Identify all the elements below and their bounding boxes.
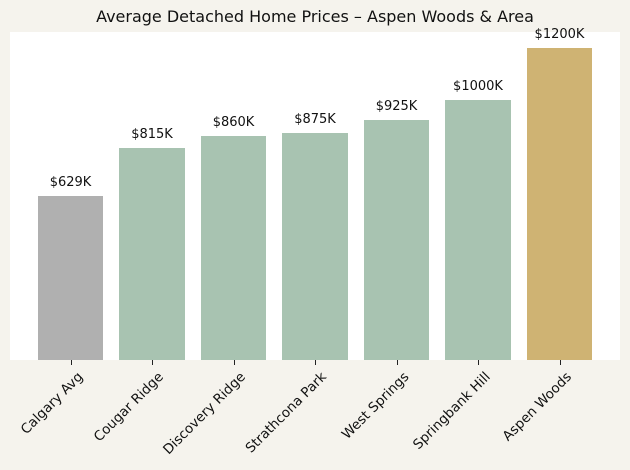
x-tick xyxy=(396,360,398,365)
bar-calgary-avg xyxy=(37,196,104,360)
x-tick xyxy=(233,360,235,365)
value-label: $925K xyxy=(375,98,418,114)
x-tick-label: Springbank Hill xyxy=(410,369,494,453)
bar-west-springs xyxy=(363,119,430,360)
bar-aspen-woods xyxy=(526,48,593,360)
x-tick-label: Cougar Ridge xyxy=(90,369,167,446)
chart-title: Average Detached Home Prices – Aspen Woo… xyxy=(96,7,534,26)
x-tick xyxy=(70,360,72,365)
bar-discovery-ridge xyxy=(200,136,267,360)
x-tick-label: Aspen Woods xyxy=(499,369,575,445)
x-tick-label: Discovery Ridge xyxy=(159,369,249,458)
x-tick-label: West Springs xyxy=(338,369,412,443)
value-label: $815K xyxy=(131,127,173,143)
value-label: $629K xyxy=(49,175,92,191)
bar-cougar-ridge xyxy=(119,148,185,360)
value-label: $860K xyxy=(212,115,255,131)
x-tick xyxy=(559,360,561,365)
plot-area xyxy=(10,32,620,360)
value-label: $1000K xyxy=(453,79,503,94)
value-label: $1200K xyxy=(534,27,585,42)
x-tick xyxy=(315,360,316,365)
x-tick xyxy=(152,360,153,365)
bar-springbank-hill xyxy=(445,100,511,360)
bar-strathcona-park xyxy=(282,132,348,360)
x-tick xyxy=(478,360,479,365)
x-tick-label: Strathcona Park xyxy=(242,369,330,457)
x-tick-label: Calgary Avg xyxy=(17,369,86,438)
value-label: $875K xyxy=(294,111,336,127)
